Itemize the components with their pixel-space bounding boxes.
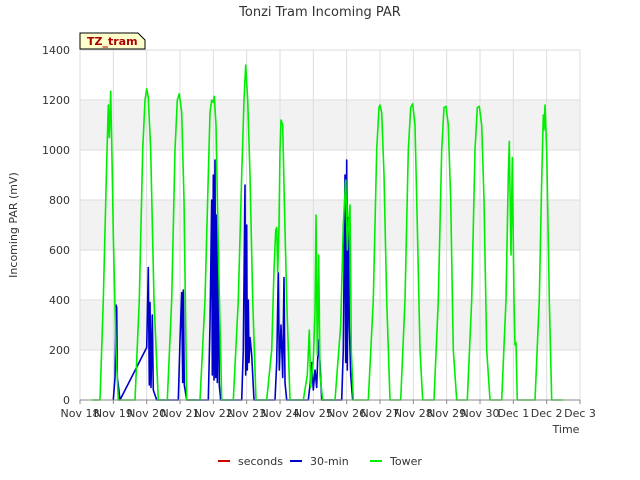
x-tick-label: Nov 28 (394, 407, 433, 420)
x-tick-label: Dec 1 (497, 407, 529, 420)
y-tick-label: 200 (49, 344, 70, 357)
y-tick-label: 1200 (42, 94, 70, 107)
x-tick-label: Nov 27 (361, 407, 400, 420)
legend-label-30-min: 30-min (310, 455, 349, 468)
x-tick-label: Nov 25 (294, 407, 333, 420)
grid-band (80, 200, 580, 250)
x-tick-label: Nov 24 (261, 407, 300, 420)
y-axis-label: Incoming PAR (mV) (7, 172, 20, 278)
grid-band (80, 100, 580, 150)
site-tag-box (79, 32, 146, 50)
x-axis-label: Time (552, 423, 580, 436)
x-tick-label: Nov 18 (61, 407, 100, 420)
x-tick-label: Nov 26 (327, 407, 366, 420)
x-tick-label: Dec 3 (564, 407, 596, 420)
x-tick-label: Nov 23 (227, 407, 266, 420)
plot-area (80, 50, 580, 400)
x-tick-label: Dec 2 (531, 407, 563, 420)
y-tick-label: 1400 (42, 44, 70, 57)
x-tick-label: Nov 21 (161, 407, 200, 420)
legend: seconds 30-min Tower (218, 455, 422, 468)
y-tick-label: 1000 (42, 144, 70, 157)
x-tick-label: Nov 19 (94, 407, 133, 420)
y-tick-label: 800 (49, 194, 70, 207)
x-tick-label: Nov 30 (461, 407, 500, 420)
x-tick-label: Nov 29 (427, 407, 466, 420)
series-line-tower (91, 64, 564, 401)
y-tick-label: 600 (49, 244, 70, 257)
x-tick-label: Nov 22 (194, 407, 233, 420)
legend-label-seconds: seconds (238, 455, 283, 468)
legend-label-tower: Tower (389, 455, 422, 468)
y-tick-label: 400 (49, 294, 70, 307)
chart-title: Tonzi Tram Incoming PAR (238, 5, 401, 20)
grid-band (80, 300, 580, 350)
y-tick-label: 0 (63, 394, 70, 407)
x-tick-label: Nov 20 (127, 407, 166, 420)
series-group (91, 64, 564, 401)
site-tag-label: TZ_tram (87, 35, 138, 48)
site-tag: TZ_tram (79, 32, 146, 50)
